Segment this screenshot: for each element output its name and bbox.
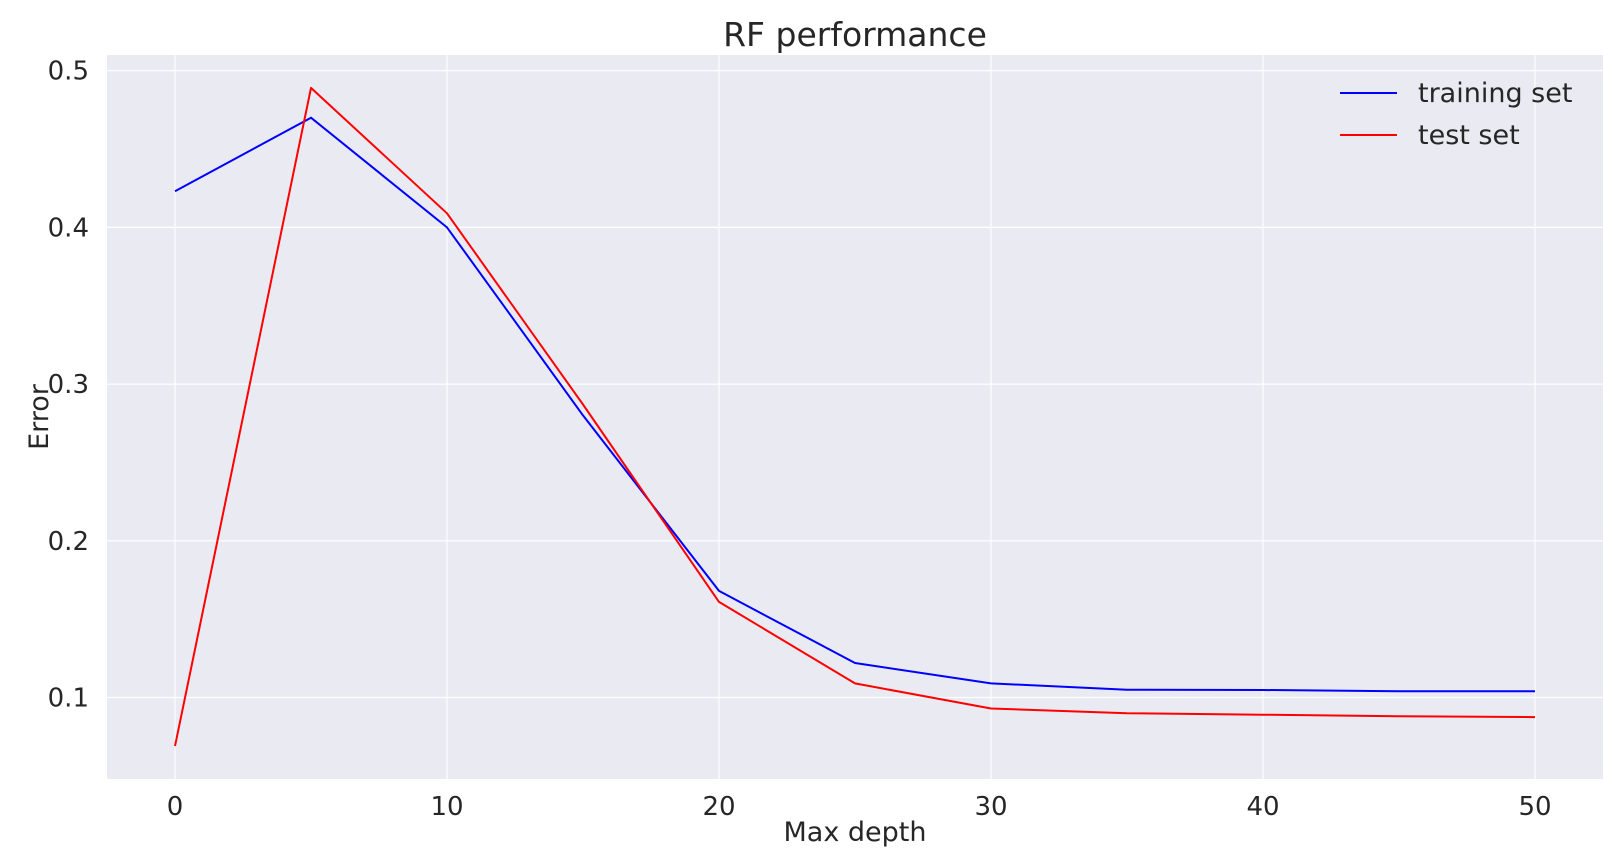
- y-tick-label: 0.3: [48, 370, 89, 400]
- x-tick-label: 0: [167, 792, 184, 822]
- legend-label-test-set: test set: [1418, 120, 1520, 151]
- plot-area: [107, 55, 1603, 779]
- chart-title: RF performance: [723, 15, 987, 54]
- tick-labels: 0 10 20 30 40 50 0.1 0.2 0.3 0.4 0.5: [48, 57, 1552, 822]
- y-tick-label: 0.4: [48, 213, 89, 243]
- x-tick-label: 20: [702, 792, 735, 822]
- x-tick-label: 30: [974, 792, 1007, 822]
- grid-lines: [107, 55, 1603, 779]
- y-axis-label: Error: [24, 383, 55, 450]
- series-lines: [174, 86, 1536, 747]
- test-set-line: [174, 86, 1536, 747]
- y-tick-label: 0.1: [48, 684, 89, 714]
- x-tick-label: 40: [1246, 792, 1279, 822]
- y-tick-label: 0.2: [48, 527, 89, 557]
- legend: training set test set: [1340, 78, 1572, 151]
- legend-label-training-set: training set: [1418, 78, 1572, 109]
- x-tick-label: 10: [430, 792, 463, 822]
- x-axis-label: Max depth: [784, 817, 927, 848]
- training-set-line: [174, 116, 1535, 693]
- x-tick-label: 50: [1518, 792, 1551, 822]
- y-tick-label: 0.5: [48, 57, 89, 87]
